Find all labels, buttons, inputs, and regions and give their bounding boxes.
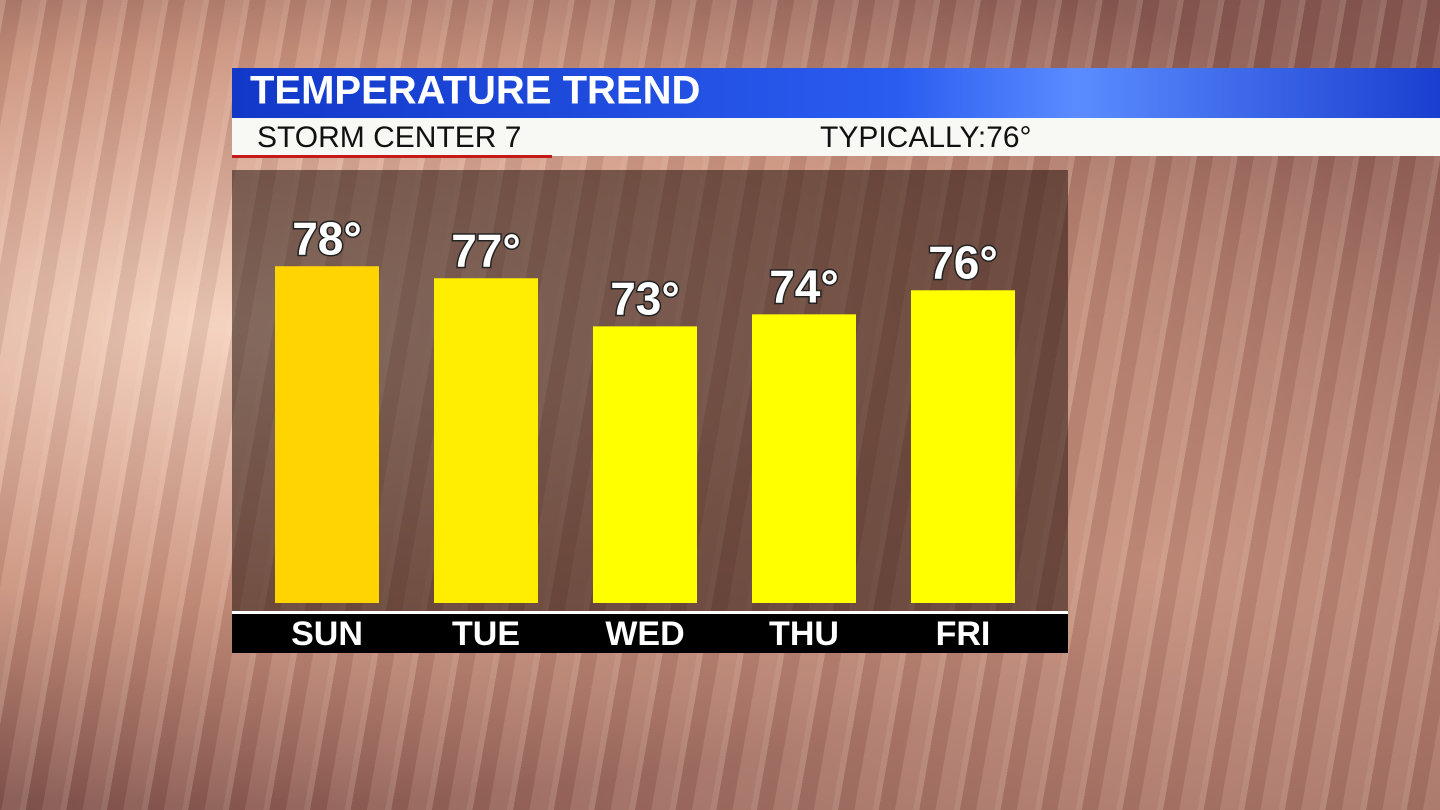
accent-line <box>232 155 552 158</box>
subtitle-bar <box>232 118 1440 156</box>
bar <box>593 326 697 603</box>
bar <box>275 266 379 603</box>
bar <box>911 290 1015 603</box>
x-tick-label: WED <box>605 615 684 653</box>
subtitle: STORM CENTER 7 <box>257 121 521 154</box>
value-label: 73° <box>610 273 680 325</box>
chart-title: TEMPERATURE TREND <box>250 69 700 113</box>
title-bar <box>232 68 1440 118</box>
x-tick-label: THU <box>769 615 839 653</box>
x-tick-label: SUN <box>291 615 363 653</box>
value-label: 77° <box>451 224 521 276</box>
category-bar <box>232 614 1068 653</box>
bar <box>752 314 856 603</box>
bar <box>434 278 538 603</box>
x-tick-label: TUE <box>452 615 520 653</box>
value-label: 78° <box>292 212 362 264</box>
value-label: 74° <box>769 260 839 312</box>
value-label: 76° <box>928 236 998 288</box>
x-tick-label: FRI <box>936 615 991 653</box>
annotation: TYPICALLY:76° <box>820 121 1032 154</box>
baseline <box>232 611 1068 614</box>
